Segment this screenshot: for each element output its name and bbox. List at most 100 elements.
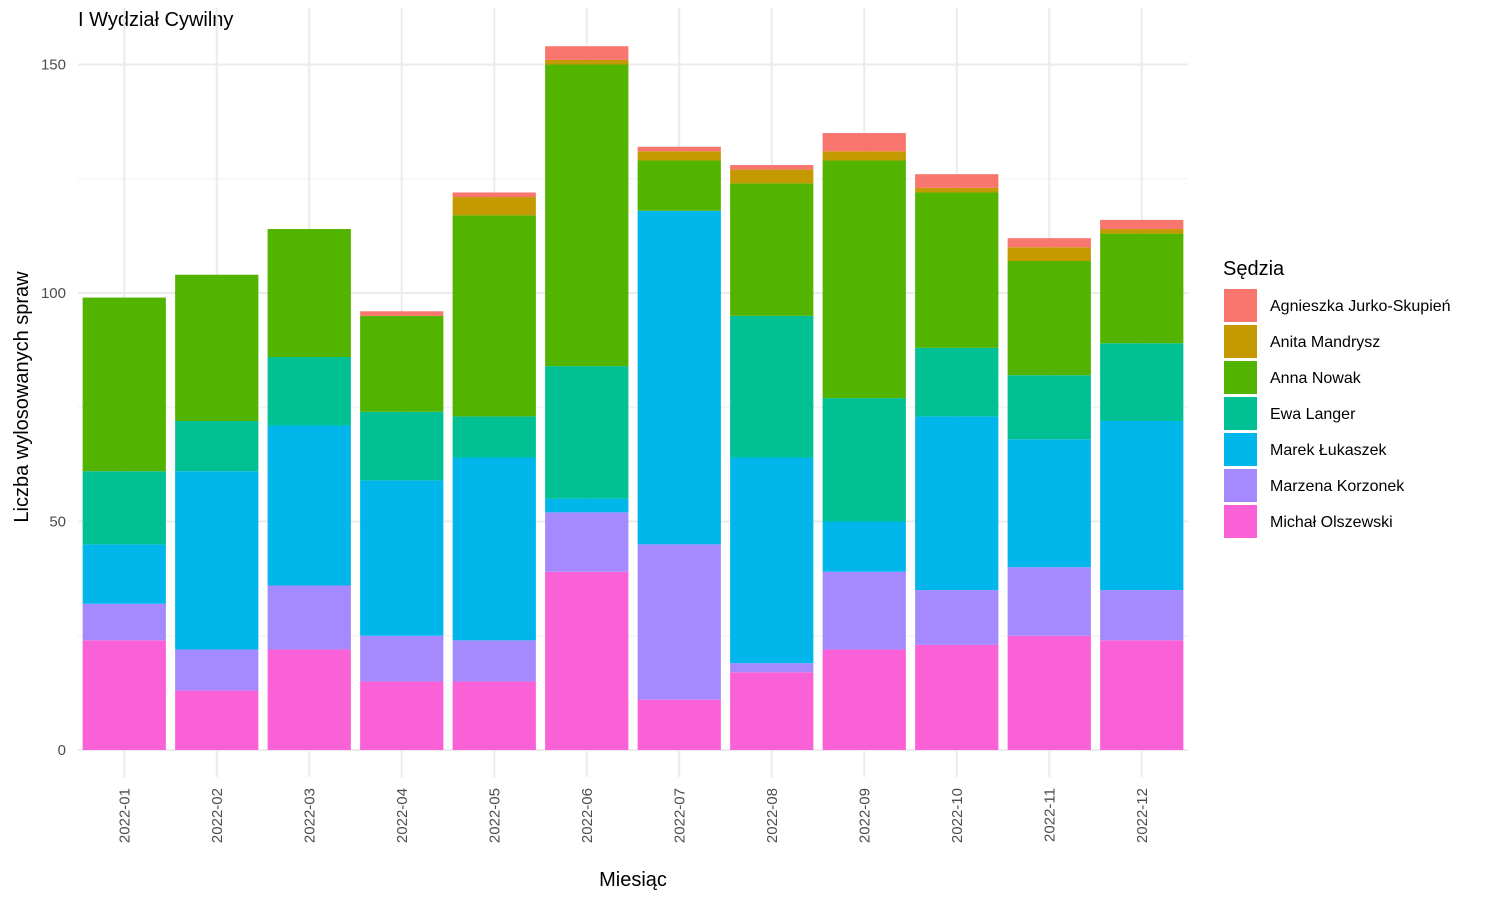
bar-segment-2022-11-3 — [1007, 261, 1091, 376]
bar-segment-2022-02-5 — [175, 471, 259, 650]
y-axis-ticks: 0 50 100 150 — [41, 57, 66, 760]
bar-segment-2022-07-1 — [637, 146, 721, 152]
bar-segment-2022-12-3 — [1100, 233, 1184, 344]
y-tick-label: 150 — [41, 57, 66, 74]
bar-segment-2022-12-7 — [1100, 640, 1184, 750]
bar-segment-2022-03-5 — [267, 425, 351, 586]
x-tick-label: 2022-10 — [949, 788, 966, 843]
legend-label: Anita Mandrysz — [1270, 334, 1380, 351]
x-tick-label: 2022-07 — [671, 788, 688, 843]
bar-segment-2022-09-7 — [822, 649, 906, 750]
x-axis-ticks: 2022-01 2022-02 2022-03 2022-04 2022-05 2022-… — [116, 788, 1151, 843]
bar-segment-2022-03-7 — [267, 649, 351, 750]
bars — [82, 46, 1184, 750]
bar-segment-2022-05-2 — [452, 197, 536, 216]
bar-segment-2022-12-1 — [1100, 219, 1184, 230]
bar-segment-2022-01-3 — [82, 297, 166, 472]
bar-segment-2022-08-1 — [730, 165, 814, 170]
legend-swatch — [1224, 325, 1257, 358]
legend-swatch — [1224, 289, 1257, 322]
bar-segment-2022-04-4 — [360, 411, 444, 481]
bar-segment-2022-08-7 — [730, 672, 814, 750]
bar-segment-2022-06-3 — [545, 64, 629, 367]
bar-segment-2022-08-5 — [730, 457, 814, 664]
bar-segment-2022-09-1 — [822, 133, 906, 152]
bar-segment-2022-05-7 — [452, 681, 536, 750]
bar-segment-2022-04-7 — [360, 681, 444, 750]
bar-segment-2022-07-6 — [637, 544, 721, 700]
bar-segment-2022-12-4 — [1100, 343, 1184, 421]
bar-segment-2022-05-6 — [452, 640, 536, 682]
bar-segment-2022-08-4 — [730, 315, 814, 458]
bar-segment-2022-07-5 — [637, 210, 721, 545]
bar-segment-2022-03-4 — [267, 356, 351, 426]
bar-segment-2022-09-5 — [822, 521, 906, 572]
bar-segment-2022-05-5 — [452, 457, 536, 641]
bar-segment-2022-10-5 — [915, 416, 999, 591]
x-tick-label: 2022-03 — [301, 788, 318, 843]
bar-segment-2022-01-6 — [82, 603, 166, 641]
bar-segment-2022-12-2 — [1100, 229, 1184, 234]
bar-segment-2022-09-3 — [822, 160, 906, 399]
bar-segment-2022-04-1 — [360, 311, 444, 316]
bar-segment-2022-11-4 — [1007, 375, 1091, 440]
x-tick-label: 2022-04 — [394, 788, 411, 843]
bar-segment-2022-10-4 — [915, 347, 999, 417]
y-axis-title: Liczba wylosowanych spraw — [11, 271, 33, 523]
bar-segment-2022-03-6 — [267, 585, 351, 650]
bar-segment-2022-10-3 — [915, 192, 999, 348]
x-axis-title: Miesiąc — [599, 869, 667, 891]
x-tick-label: 2022-02 — [209, 788, 226, 843]
bar-segment-2022-09-6 — [822, 571, 906, 650]
x-tick-label: 2022-11 — [1041, 788, 1058, 842]
legend-swatch — [1224, 469, 1257, 502]
bar-segment-2022-10-7 — [915, 644, 999, 750]
bar-segment-2022-11-2 — [1007, 247, 1091, 262]
bar-segment-2022-06-6 — [545, 512, 629, 572]
bar-segment-2022-01-7 — [82, 640, 166, 750]
x-tick-label: 2022-08 — [764, 788, 781, 843]
bar-segment-2022-02-3 — [175, 274, 259, 421]
bar-segment-2022-09-2 — [822, 151, 906, 161]
bar-segment-2022-09-4 — [822, 398, 906, 522]
bar-segment-2022-02-6 — [175, 649, 259, 691]
bar-segment-2022-11-5 — [1007, 439, 1091, 568]
legend-label: Marek Łukaszek — [1270, 442, 1387, 459]
bar-segment-2022-01-4 — [82, 471, 166, 545]
x-tick-label: 2022-12 — [1134, 788, 1151, 843]
bar-segment-2022-10-6 — [915, 590, 999, 645]
bar-segment-2022-06-7 — [545, 571, 629, 750]
bar-segment-2022-08-2 — [730, 169, 814, 184]
bar-segment-2022-02-7 — [175, 690, 259, 750]
legend-title: Sędzia — [1223, 258, 1285, 280]
bar-segment-2022-06-4 — [545, 366, 629, 499]
bar-segment-2022-11-6 — [1007, 567, 1091, 636]
legend-swatch — [1224, 433, 1257, 466]
legend-label: Anna Nowak — [1270, 370, 1362, 387]
bar-segment-2022-05-1 — [452, 192, 536, 198]
bar-segment-2022-05-3 — [452, 215, 536, 417]
legend-swatch — [1224, 397, 1257, 430]
legend-label: Marzena Korzonek — [1270, 478, 1405, 495]
bar-segment-2022-10-2 — [915, 187, 999, 193]
bar-segment-2022-04-5 — [360, 480, 444, 636]
bar-segment-2022-02-4 — [175, 420, 259, 472]
bar-segment-2022-07-2 — [637, 151, 721, 161]
bar-segment-2022-12-5 — [1100, 420, 1184, 591]
legend-label: Michał Olszewski — [1270, 514, 1393, 531]
chart-title: I Wydział Cywilny — [78, 9, 233, 31]
y-tick-label: 50 — [49, 514, 66, 531]
y-tick-label: 100 — [41, 285, 66, 302]
legend-label: Ewa Langer — [1270, 406, 1356, 423]
bar-segment-2022-05-4 — [452, 416, 536, 458]
legend: Sędzia Agnieszka Jurko-Skupień Anita Mand… — [1223, 258, 1451, 538]
bar-segment-2022-10-1 — [915, 174, 999, 188]
bar-segment-2022-06-5 — [545, 498, 629, 513]
bar-segment-2022-07-3 — [637, 160, 721, 211]
bar-segment-2022-01-5 — [82, 544, 166, 604]
bar-segment-2022-03-3 — [267, 229, 351, 357]
x-tick-label: 2022-06 — [579, 788, 596, 843]
bar-segment-2022-04-6 — [360, 635, 444, 682]
bar-segment-2022-08-3 — [730, 183, 814, 316]
